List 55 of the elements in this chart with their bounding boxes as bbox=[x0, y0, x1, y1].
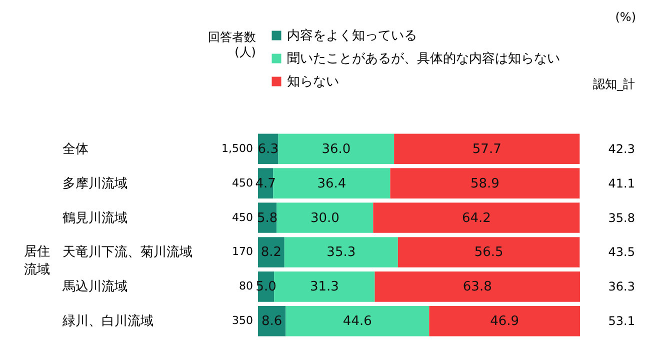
bar bbox=[374, 272, 580, 302]
text: 53.1 bbox=[608, 314, 635, 328]
data-label: 36.0 bbox=[322, 142, 351, 157]
data-label: 35.3 bbox=[326, 245, 356, 260]
bar bbox=[286, 306, 430, 336]
y-tick-label: 緑川、白川流域 bbox=[62, 313, 154, 330]
text: 認知_計 bbox=[593, 77, 635, 91]
bar bbox=[284, 237, 398, 268]
bar bbox=[274, 272, 375, 302]
text: 35.8 bbox=[608, 210, 635, 225]
y-tick-label: 多摩川流域 bbox=[62, 175, 128, 192]
text: 1,500 bbox=[222, 142, 253, 155]
legend-label: 内容をよく知っている bbox=[287, 28, 417, 44]
y-tick-label: 天竜川下流、菊川流域 bbox=[62, 244, 192, 260]
text: 170 bbox=[232, 245, 253, 258]
data-label: 44.6 bbox=[342, 314, 372, 330]
text: (%) bbox=[615, 10, 636, 24]
text: 350 bbox=[232, 314, 253, 328]
bar bbox=[278, 134, 394, 164]
data-label: 31.3 bbox=[310, 280, 339, 295]
data-label: 63.8 bbox=[462, 280, 492, 295]
bar bbox=[258, 237, 284, 268]
data-label: 8.2 bbox=[260, 245, 282, 260]
text: (人) bbox=[234, 45, 256, 59]
text: 41.1 bbox=[608, 176, 635, 190]
text: 居住 bbox=[24, 244, 50, 260]
data-label: 64.2 bbox=[462, 210, 491, 226]
text: 450 bbox=[232, 176, 253, 190]
legend-label: 知らない bbox=[287, 74, 339, 90]
text: 43.5 bbox=[608, 245, 635, 260]
text: 36.3 bbox=[608, 280, 635, 294]
data-label: 58.9 bbox=[470, 176, 500, 192]
data-label: 46.9 bbox=[490, 314, 520, 330]
y-tick-label: 全体 bbox=[62, 142, 88, 157]
y-tick-label: 馬込川流域 bbox=[62, 278, 128, 295]
bar bbox=[429, 306, 580, 336]
bar bbox=[394, 134, 580, 164]
bar bbox=[273, 168, 390, 198]
data-label: 6.3 bbox=[258, 142, 278, 157]
data-label: 30.0 bbox=[310, 210, 340, 226]
legend-label: 聞いたことがあるが、具体的な内容は知らない bbox=[287, 50, 560, 66]
data-label: 57.7 bbox=[472, 142, 502, 157]
data-label: 8.6 bbox=[261, 314, 282, 330]
bar bbox=[276, 202, 374, 233]
text: 回答者数 bbox=[208, 30, 256, 44]
data-label: 56.5 bbox=[474, 245, 504, 260]
y-tick-label: 鶴見川流域 bbox=[62, 210, 128, 226]
text: 80 bbox=[239, 280, 253, 293]
bar bbox=[373, 202, 580, 233]
text: 450 bbox=[232, 210, 253, 224]
text: 流域 bbox=[24, 261, 50, 278]
text: 42.3 bbox=[608, 142, 635, 156]
bar bbox=[390, 168, 580, 198]
data-label: 36.4 bbox=[317, 176, 346, 192]
bar bbox=[398, 237, 580, 268]
